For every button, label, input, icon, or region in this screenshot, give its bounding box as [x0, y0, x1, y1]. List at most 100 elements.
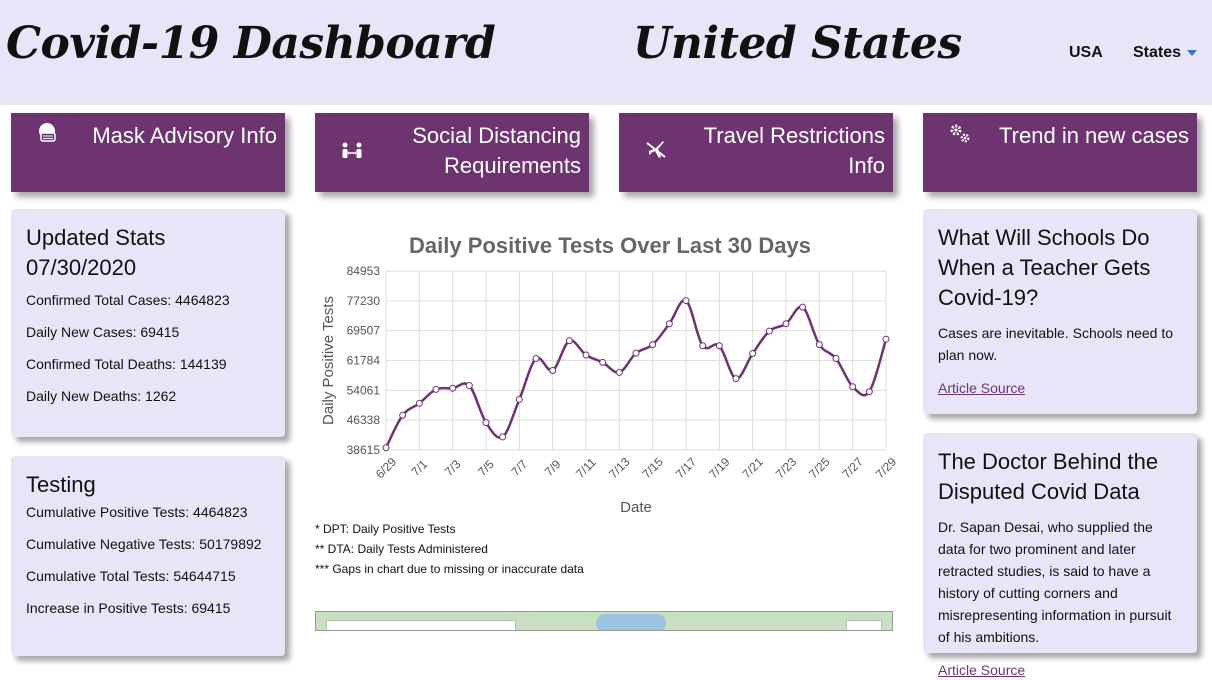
chart-svg: 38615 46338 54061 61784 69507 77230 84953 6/29 7…: [320, 264, 900, 516]
data-point: [465, 382, 473, 390]
x-tick-label: 7/17: [673, 455, 700, 482]
stats-date: 07/30/2020: [26, 255, 137, 280]
tile-social-distancing[interactable]: Social Distancing Requirements: [315, 113, 589, 192]
map-control-box[interactable]: [846, 620, 882, 630]
y-tick-label: 84953: [347, 264, 381, 278]
nav-usa-link[interactable]: USA: [1069, 44, 1103, 61]
x-tick-label: 7/9: [542, 457, 564, 479]
data-point: [649, 341, 657, 349]
news-title: The Doctor Behind the Disputed Covid Dat…: [938, 449, 1159, 504]
header: Covid-19 Dashboard United States USA Sta…: [0, 0, 1212, 105]
data-point: [815, 341, 823, 349]
tile-travel-restrictions[interactable]: Travel Restrictions Info: [619, 113, 893, 192]
testing-card: Testing Cumulative Positive Tests: 44648…: [11, 456, 285, 656]
stat-cumulative-total-tests: Cumulative Total Tests: 54644715: [26, 568, 236, 584]
caret-down-icon: [1187, 49, 1198, 56]
stat-daily-new-cases: Daily New Cases: 69415: [26, 324, 180, 340]
data-point: [449, 384, 457, 392]
data-point: [849, 383, 857, 391]
data-point: [415, 399, 423, 407]
article-source-link[interactable]: Article Source: [938, 662, 1026, 678]
stat-confirmed-total-deaths: Confirmed Total Deaths: 144139: [26, 356, 227, 372]
stat-cumulative-positive-tests: Cumulative Positive Tests: 4464823: [26, 504, 248, 520]
x-tick-label: 7/19: [706, 455, 733, 482]
x-tick-label: 7/27: [839, 455, 866, 482]
map-embed[interactable]: [315, 611, 893, 631]
stats-title: Updated Stats: [26, 225, 166, 250]
news-title: What Will Schools Do When a Teacher Gets…: [938, 225, 1151, 310]
stat-confirmed-total-cases: Confirmed Total Cases: 4464823: [26, 292, 230, 308]
region-title: United States: [633, 18, 962, 69]
plane-icon: [646, 141, 666, 158]
chart-note: * DPT: Daily Positive Tests: [315, 522, 456, 536]
series-line: [384, 298, 888, 449]
map-info-box: [326, 620, 516, 630]
mask-icon: [39, 123, 56, 142]
x-tick-label: 7/5: [475, 457, 497, 479]
data-point: [615, 368, 623, 376]
y-tick-label: 69507: [347, 324, 381, 338]
x-tick-label: 7/13: [606, 455, 633, 482]
x-axis-label: Date: [620, 499, 652, 516]
data-point: [482, 419, 490, 427]
chart-notes: * DPT: Daily Positive Tests ** DTA: Dail…: [315, 519, 584, 579]
tile-mask-advisory[interactable]: Mask Advisory Info: [11, 113, 285, 192]
data-point: [749, 349, 757, 357]
chart-title: Daily Positive Tests Over Last 30 Days: [409, 233, 811, 258]
tile-label-line1: Travel Restrictions: [703, 123, 885, 148]
app-title: Covid-19 Dashboard: [6, 18, 496, 69]
nav-states-label: States: [1133, 44, 1182, 61]
x-tick-label: 6/29: [373, 455, 400, 482]
distancing-icon: [342, 142, 362, 158]
x-tick-label: 7/25: [806, 455, 833, 482]
data-point: [499, 433, 507, 441]
data-point: [715, 342, 723, 350]
x-tick-label: 7/3: [442, 457, 464, 479]
data-point: [832, 355, 840, 363]
x-tick-label: 7/15: [639, 455, 666, 482]
news-card: What Will Schools Do When a Teacher Gets…: [923, 209, 1197, 414]
chart-note: *** Gaps in chart due to missing or inac…: [315, 562, 584, 576]
y-tick-label: 38615: [347, 443, 381, 457]
data-point: [799, 303, 807, 311]
x-tick-label: 7/21: [739, 455, 766, 482]
stat-daily-new-deaths: Daily New Deaths: 1262: [26, 388, 177, 404]
data-point: [565, 337, 573, 345]
daily-positive-tests-chart: Daily Positive Tests Over Last 30 Days 3…: [315, 225, 905, 525]
stat-cumulative-negative-tests: Cumulative Negative Tests: 50179892: [26, 536, 262, 552]
data-point: [782, 320, 790, 328]
testing-title: Testing: [26, 472, 96, 497]
tile-label-line1: Mask Advisory Info: [92, 123, 277, 148]
chart-note: ** DTA: Daily Tests Administered: [315, 542, 488, 556]
tile-label-line2: Requirements: [444, 153, 581, 178]
tile-label-line1: Social Distancing: [412, 123, 581, 148]
y-tick-label: 77230: [347, 294, 381, 308]
data-point: [665, 320, 673, 328]
x-tick-label: 7/29: [873, 455, 900, 482]
data-point: [632, 349, 640, 357]
x-tick-label: 7/23: [773, 455, 800, 482]
data-point: [532, 355, 540, 363]
data-point: [432, 385, 440, 393]
data-point: [682, 297, 690, 305]
data-point: [599, 358, 607, 366]
data-point: [882, 335, 890, 343]
data-point: [382, 444, 390, 452]
stat-increase-positive-tests: Increase in Positive Tests: 69415: [26, 600, 231, 616]
y-axis-label: Daily Positive Tests: [320, 296, 337, 425]
data-point: [865, 388, 873, 396]
data-point: [699, 342, 707, 350]
news-summary: Cases are inevitable. Schools need to pl…: [938, 325, 1174, 363]
news-summary: Dr. Sapan Desai, who supplied the data f…: [938, 519, 1172, 645]
gears-icon: [950, 124, 970, 143]
updated-stats-card: Updated Stats 07/30/2020 Confirmed Total…: [11, 209, 285, 437]
data-point: [399, 411, 407, 419]
nav-states-dropdown[interactable]: States: [1133, 44, 1198, 62]
article-source-link[interactable]: Article Source: [938, 380, 1026, 396]
y-tick-label: 61784: [347, 354, 381, 368]
x-tick-label: 7/7: [508, 457, 530, 479]
tile-trend-new-cases[interactable]: Trend in new cases: [923, 113, 1197, 192]
y-tick-label: 46338: [347, 413, 381, 427]
tile-label-line1: Trend in new cases: [999, 123, 1189, 148]
data-point: [765, 327, 773, 335]
